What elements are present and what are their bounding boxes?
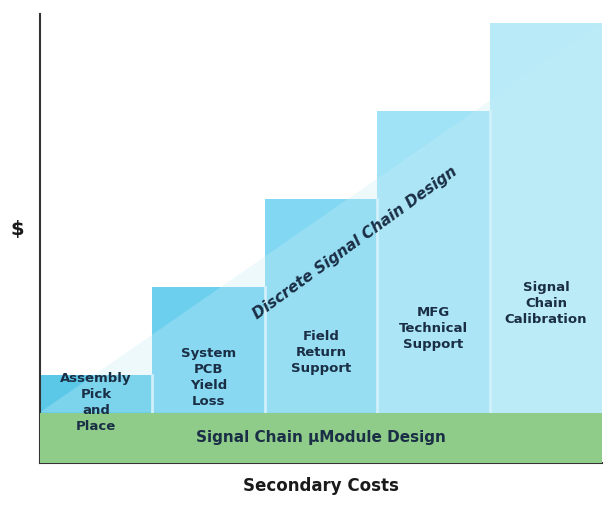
Bar [40,413,602,463]
Text: Signal Chain μModule Design: Signal Chain μModule Design [196,431,446,445]
Text: Signal
Chain
Calibration: Signal Chain Calibration [505,281,587,326]
Text: System
PCB
Yield
Loss: System PCB Yield Loss [181,347,236,408]
Text: Field
Return
Support: Field Return Support [291,330,351,375]
Y-axis label: $: $ [10,219,24,239]
Bar [152,287,265,413]
Bar [490,23,602,413]
Text: Assembly
Pick
and
Place: Assembly Pick and Place [60,372,132,433]
Text: MFG
Technical
Support: MFG Technical Support [399,305,468,351]
X-axis label: Secondary Costs: Secondary Costs [243,477,399,495]
Bar [377,111,490,413]
Text: Discrete Signal Chain Design: Discrete Signal Chain Design [250,164,460,322]
Polygon shape [40,23,602,413]
Bar [265,199,377,413]
Bar [40,375,152,413]
